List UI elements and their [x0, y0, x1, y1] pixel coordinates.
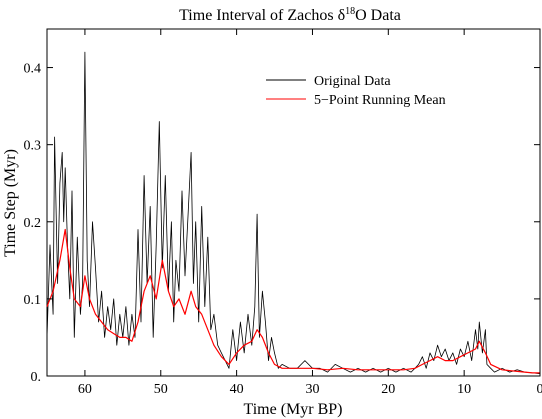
y-tick-label: 0.3 [24, 139, 42, 154]
chart-title: Time Interval of Zachos δ18O Data [179, 6, 401, 24]
x-axis-label: Time (Myr BP) [244, 401, 343, 418]
plot-frame [46, 28, 541, 377]
legend-label-running-mean: 5−Point Running Mean [314, 93, 446, 108]
ticks-layer: 60 50 40 30 20 10 0 0. 0.1 0.2 0.3 0.4 [24, 29, 542, 397]
x-tick-label: 10 [457, 382, 471, 397]
legend-label-original: Original Data [314, 74, 391, 89]
chart-title-prefix: Time Interval of Zachos δ [179, 7, 345, 24]
x-tick-label: 40 [230, 382, 244, 397]
series-layer [46, 51, 541, 375]
x-tick-label: 30 [305, 382, 319, 397]
y-axis-label: Time Step (Myr) [2, 149, 19, 257]
y-tick-label: 0.1 [24, 293, 42, 308]
x-tick-label: 60 [78, 382, 92, 397]
series-line-original [46, 51, 541, 375]
y-tick-label: 0.4 [24, 62, 42, 77]
legend: Original Data 5−Point Running Mean [266, 74, 446, 108]
series-line-running-mean [46, 228, 540, 374]
chart-title-superscript: 18 [345, 6, 355, 17]
y-tick-label: 0.2 [24, 216, 42, 231]
y-tick-label: 0. [31, 370, 42, 385]
x-tick-label: 50 [154, 382, 168, 397]
x-tick-label: 0 [537, 382, 542, 397]
chart-title-suffix: O Data [355, 7, 401, 24]
x-tick-label: 20 [381, 382, 395, 397]
